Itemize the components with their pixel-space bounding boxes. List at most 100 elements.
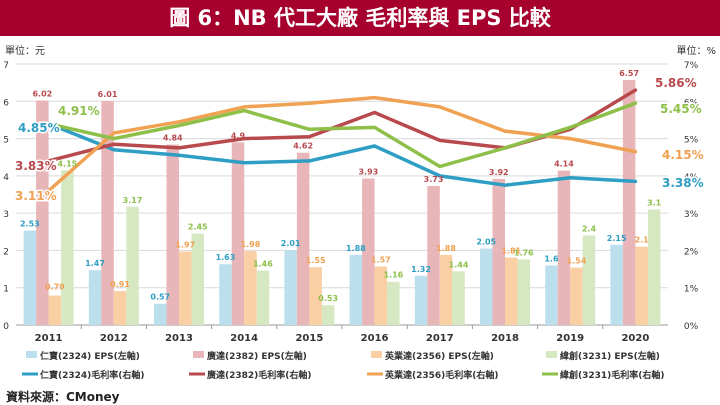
- bar-value-label: 2.4: [582, 225, 597, 234]
- bar: [88, 270, 102, 325]
- bar-value-label: 1.32: [411, 265, 431, 274]
- x-tick-label: 2012: [100, 333, 128, 344]
- bar-value-label: 6.01: [98, 90, 118, 99]
- bar: [414, 275, 428, 325]
- line-end-label: 5.45%: [660, 102, 702, 116]
- bar-value-label: 2.1: [635, 236, 650, 245]
- bar: [647, 209, 661, 325]
- y-right-tick-label: 4%: [684, 173, 699, 183]
- line-end-label: 4.15%: [662, 148, 704, 162]
- legend-label: 廣達(2382) EPS(左軸): [207, 350, 307, 362]
- y-left-tick-label: 7: [3, 61, 9, 71]
- bar: [427, 185, 440, 325]
- bar-value-label: 1.97: [175, 241, 195, 250]
- bar: [126, 206, 139, 325]
- bar: [48, 295, 62, 325]
- x-tick-label: 2018: [491, 333, 519, 344]
- bar-value-label: 1.98: [241, 240, 261, 249]
- legend-label: 緯創(3231) EPS(左軸): [560, 350, 660, 362]
- y-right-tick-label: 3%: [684, 210, 699, 220]
- bar: [362, 178, 375, 325]
- legend-label: 廣達(2382)毛利率(右軸): [207, 369, 312, 381]
- bar: [244, 251, 257, 325]
- line-end-label: 5.86%: [655, 76, 697, 90]
- y-left-tick-label: 1: [3, 285, 9, 295]
- source-note: 資料來源：CMoney: [6, 390, 120, 404]
- bar: [101, 100, 114, 325]
- legend-label: 英業達(2356) EPS(左軸): [384, 350, 494, 362]
- bar-value-label: 2.45: [188, 223, 208, 232]
- legend-label: 緯創(3231)毛利率(右軸): [560, 369, 665, 381]
- bar: [517, 259, 530, 325]
- bar-value-label: 1.88: [346, 244, 366, 253]
- bar: [113, 291, 127, 325]
- x-tick-label: 2013: [165, 333, 193, 344]
- line-end-label: 3.38%: [662, 176, 704, 190]
- y-right-tick-label: 7%: [684, 61, 699, 71]
- bar: [321, 305, 335, 325]
- x-tick-label: 2019: [556, 333, 584, 344]
- x-tick-label: 2011: [35, 333, 63, 344]
- bar-value-label: 0.91: [110, 280, 130, 289]
- bar-value-label: 3.17: [123, 196, 143, 205]
- bar-value-label: 1.47: [85, 259, 105, 268]
- legend-bar-swatch: [371, 351, 382, 358]
- y-right-tick-label: 0%: [684, 322, 699, 332]
- bar: [635, 246, 648, 325]
- bar-value-label: 2.15: [607, 234, 627, 243]
- bar: [622, 80, 636, 325]
- right-axis-unit: 單位：%: [676, 46, 716, 57]
- y-left-tick-label: 2: [3, 247, 9, 257]
- y-left-tick-label: 6: [3, 98, 9, 108]
- legend-label: 仁寶(2324)毛利率(右軸): [40, 369, 145, 381]
- bar: [505, 257, 518, 325]
- bar-value-label: 3.93: [358, 167, 378, 176]
- bar-value-label: 4.9: [231, 131, 246, 140]
- bar: [570, 267, 583, 325]
- bar: [166, 144, 179, 325]
- bar-value-label: 4.62: [293, 142, 313, 151]
- bar: [610, 244, 623, 325]
- bar: [557, 170, 571, 325]
- bar-value-label: 1.46: [253, 260, 273, 269]
- bar: [61, 170, 74, 325]
- bar: [387, 281, 400, 325]
- bar-value-label: 1.54: [567, 257, 587, 266]
- bar-value-label: 1.55: [306, 256, 326, 265]
- bar-value-label: 1.6: [544, 254, 559, 263]
- bar-value-label: 1.16: [383, 271, 403, 280]
- legend-bar-swatch: [546, 351, 557, 358]
- left-axis-unit: 單位：元: [5, 46, 45, 57]
- y-left-tick-label: 0: [3, 322, 9, 332]
- bar: [296, 152, 310, 325]
- bar-value-label: 1.76: [514, 248, 534, 257]
- bar: [179, 251, 192, 325]
- bar: [439, 254, 453, 325]
- bar: [256, 270, 270, 325]
- line-start-label: 4.85%: [18, 121, 60, 135]
- bar: [349, 254, 363, 325]
- bar-value-label: 4.14: [554, 160, 574, 169]
- bar: [492, 178, 505, 325]
- bar-value-label: 2.01: [281, 239, 301, 248]
- title-banner: [0, 0, 720, 36]
- x-tick-label: 2016: [361, 333, 389, 344]
- bar-value-label: 1.63: [216, 253, 236, 262]
- line-start-label: 3.11%: [15, 189, 57, 203]
- bar: [309, 267, 322, 325]
- chart-title: 圖 6：NB 代工大廠 毛利率與 EPS 比較: [169, 6, 551, 30]
- y-right-tick-label: 2%: [684, 247, 699, 257]
- legend-label: 英業達(2356)毛利率(右軸): [384, 369, 499, 381]
- bar: [374, 266, 388, 325]
- y-right-tick-label: 6%: [684, 98, 699, 108]
- y-left-tick-label: 3: [3, 210, 9, 220]
- bar: [36, 100, 49, 325]
- legend-bar-swatch: [193, 351, 204, 358]
- line-series: [46, 121, 638, 187]
- bar-value-label: 0.57: [150, 293, 170, 302]
- bar-value-label: 3.92: [489, 168, 509, 177]
- y-left-tick-label: 5: [3, 136, 9, 146]
- bar-value-label: 2.05: [476, 238, 496, 247]
- y-left-tick-label: 4: [3, 173, 9, 183]
